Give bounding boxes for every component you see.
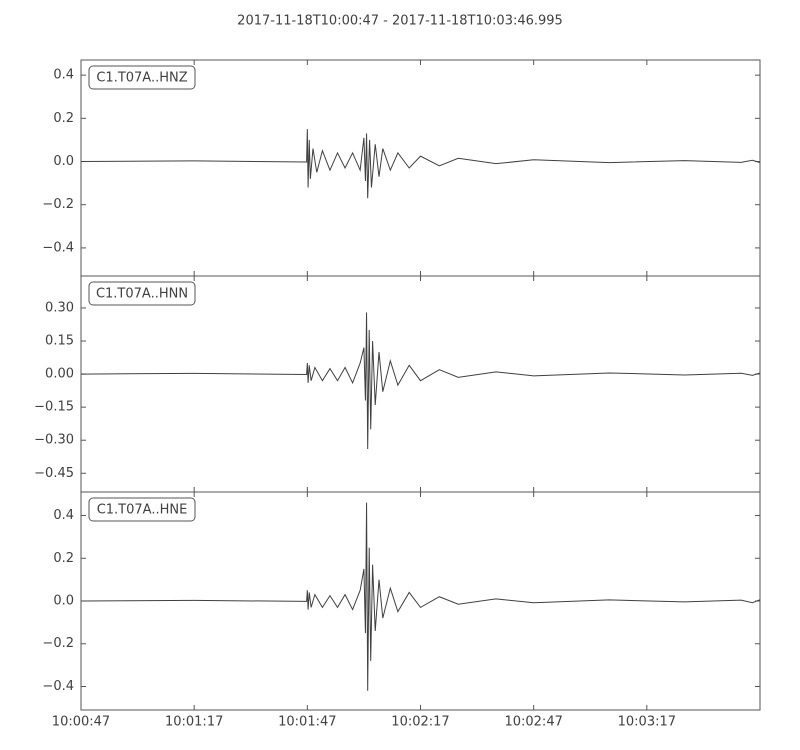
label-box [88,281,196,306]
y-tick-label: 0.2 [53,111,74,126]
trace-label: C1.T07A..HNN [96,287,188,302]
label-box [88,497,196,522]
panel-frame [80,491,761,711]
x-tick-label: 10:01:47 [278,715,336,730]
waveform [80,129,761,199]
waveform [80,312,761,450]
y-tick-label: 0.00 [45,367,74,382]
y-tick-label: 0.30 [45,300,74,315]
panel-frame [80,275,761,493]
y-tick-label: −0.2 [42,197,74,212]
panel-frame [80,59,761,277]
y-tick-label: −0.4 [42,240,74,255]
x-tick-label: 10:00:47 [52,715,110,730]
y-tick-label: −0.15 [34,400,74,415]
chart-title: 2017-11-18T10:00:47 - 2017-11-18T10:03:4… [237,14,563,29]
y-tick-label: 0.0 [53,594,74,609]
x-tick-label: 10:03:17 [618,715,676,730]
y-tick-label: −0.4 [42,679,74,694]
y-tick-label: 0.2 [53,551,74,566]
y-tick-label: −0.30 [34,433,74,448]
x-tick-label: 10:01:17 [165,715,223,730]
y-tick-label: −0.45 [34,466,74,481]
y-tick-label: 0.15 [45,334,74,349]
y-tick-label: 0.4 [53,508,74,523]
waveform [80,502,761,691]
trace-label: C1.T07A..HNZ [96,71,187,86]
label-box [88,65,196,90]
y-tick-label: 0.4 [53,68,74,83]
y-tick-label: 0.0 [53,154,74,169]
y-tick-label: −0.2 [42,636,74,651]
x-tick-label: 10:02:17 [391,715,449,730]
x-tick-label: 10:02:47 [504,715,562,730]
trace-label: C1.T07A..HNE [97,503,188,518]
